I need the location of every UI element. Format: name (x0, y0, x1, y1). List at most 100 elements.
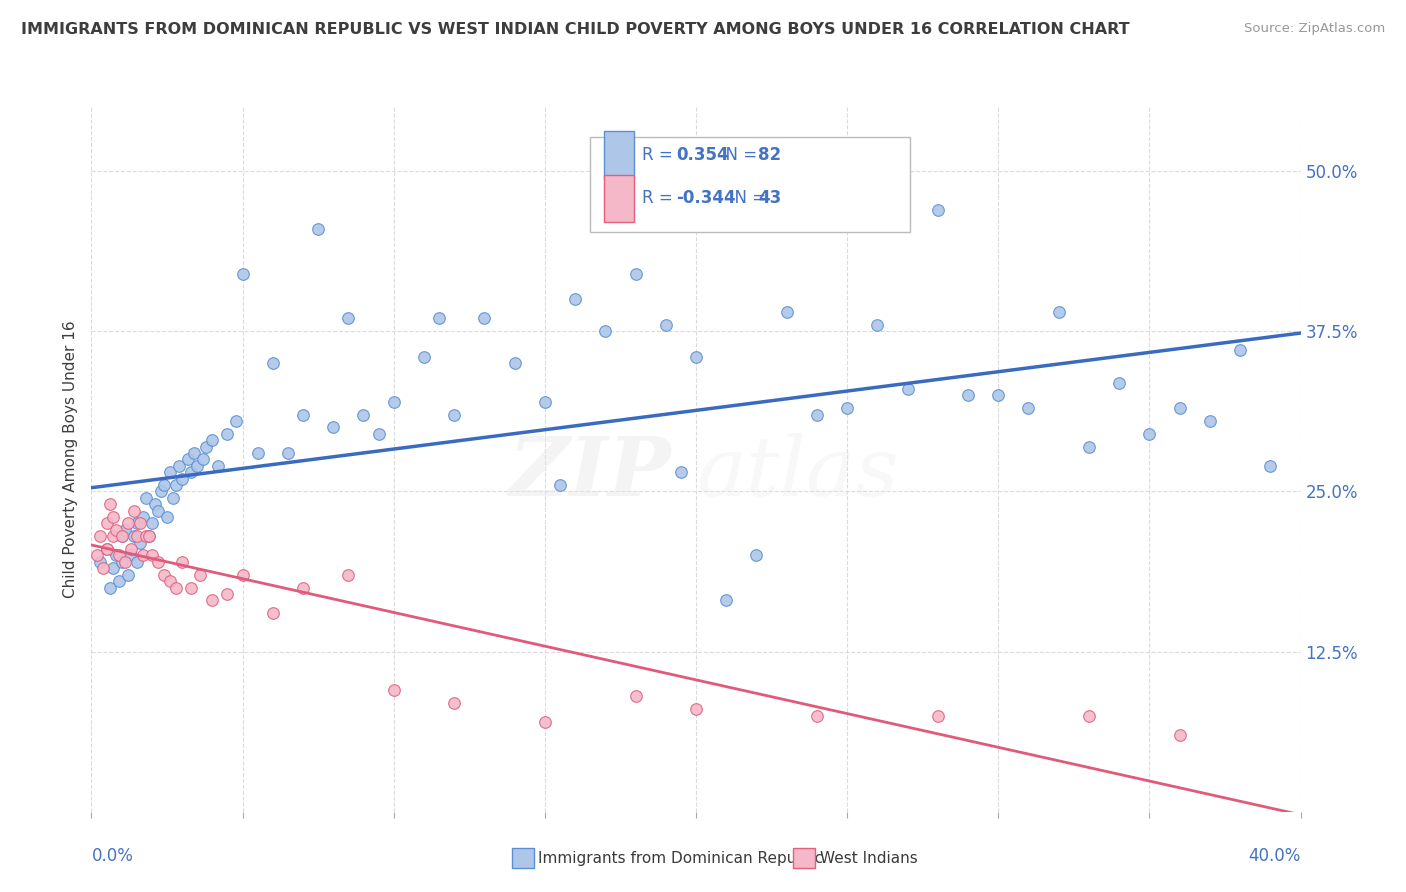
Text: -0.344: -0.344 (676, 189, 735, 207)
Text: 43: 43 (758, 189, 782, 207)
Point (120, 549, 142, 563)
Point (101, 529, 124, 543)
Point (180, 581, 202, 595)
Point (413, 350, 436, 364)
Text: 82: 82 (758, 146, 782, 164)
Point (714, 593, 737, 607)
Point (96, 542, 118, 557)
Point (776, 305, 799, 319)
Point (1168, 401, 1191, 416)
Point (117, 516, 139, 531)
Point (138, 529, 160, 543)
Point (177, 452, 200, 467)
Point (1139, 426, 1161, 441)
Point (337, 311, 360, 326)
Point (89, 529, 111, 543)
Point (443, 408, 465, 422)
Point (533, 394, 555, 409)
Point (165, 581, 187, 595)
Point (367, 426, 389, 441)
Point (98, 581, 121, 595)
Point (146, 555, 169, 569)
Point (141, 549, 163, 563)
Point (1047, 305, 1070, 319)
Point (987, 388, 1010, 402)
Point (427, 311, 450, 326)
Point (149, 484, 172, 499)
Point (89, 555, 111, 569)
Point (307, 221, 329, 235)
Point (107, 574, 129, 588)
Point (1229, 343, 1251, 358)
Text: R =: R = (643, 146, 678, 164)
Point (443, 696, 465, 710)
Point (153, 478, 176, 492)
Point (96, 516, 118, 531)
Point (128, 516, 150, 531)
Point (806, 408, 828, 422)
Text: atlas: atlas (696, 434, 898, 514)
Point (143, 497, 166, 511)
Point (111, 529, 132, 543)
Point (195, 440, 218, 454)
Point (104, 549, 127, 563)
Point (262, 606, 284, 620)
Point (533, 714, 555, 729)
Point (156, 510, 179, 524)
Point (207, 458, 229, 473)
Point (125, 555, 148, 569)
Point (685, 350, 707, 364)
Point (1260, 458, 1282, 473)
Point (132, 510, 155, 524)
Point (927, 708, 949, 723)
Point (1018, 401, 1040, 416)
Point (93, 561, 115, 575)
Point (114, 555, 136, 569)
Point (624, 690, 647, 704)
Point (132, 549, 155, 563)
Point (183, 446, 205, 460)
Point (835, 401, 858, 416)
Text: N =: N = (714, 146, 762, 164)
Point (125, 529, 148, 543)
Point (1077, 708, 1099, 723)
Point (624, 267, 647, 281)
Point (98, 497, 121, 511)
Point (201, 593, 224, 607)
Point (101, 510, 124, 524)
Text: Immigrants from Dominican Republic: Immigrants from Dominican Republic (538, 851, 824, 865)
Point (188, 567, 211, 582)
Point (186, 458, 208, 473)
Point (217, 426, 239, 441)
Point (277, 446, 299, 460)
Point (138, 529, 160, 543)
Text: Source: ZipAtlas.com: Source: ZipAtlas.com (1244, 22, 1385, 36)
Point (231, 567, 253, 582)
Text: R =: R = (643, 189, 678, 207)
Point (292, 408, 315, 422)
Point (104, 523, 127, 537)
Text: 0.0%: 0.0% (91, 847, 134, 865)
Point (159, 465, 181, 479)
Point (292, 581, 315, 595)
Point (114, 523, 136, 537)
Point (669, 465, 692, 479)
Point (322, 420, 344, 434)
Point (122, 503, 145, 517)
Point (352, 408, 374, 422)
Text: 40.0%: 40.0% (1249, 847, 1301, 865)
Point (806, 708, 828, 723)
Point (927, 202, 949, 217)
Point (337, 567, 360, 582)
Point (382, 394, 405, 409)
Point (165, 478, 187, 492)
Point (162, 491, 184, 505)
Point (117, 567, 139, 582)
Text: ZIP: ZIP (509, 434, 672, 514)
Point (111, 529, 132, 543)
Point (111, 555, 132, 569)
Point (135, 529, 157, 543)
Point (231, 267, 253, 281)
Point (120, 542, 142, 557)
Point (262, 356, 284, 370)
